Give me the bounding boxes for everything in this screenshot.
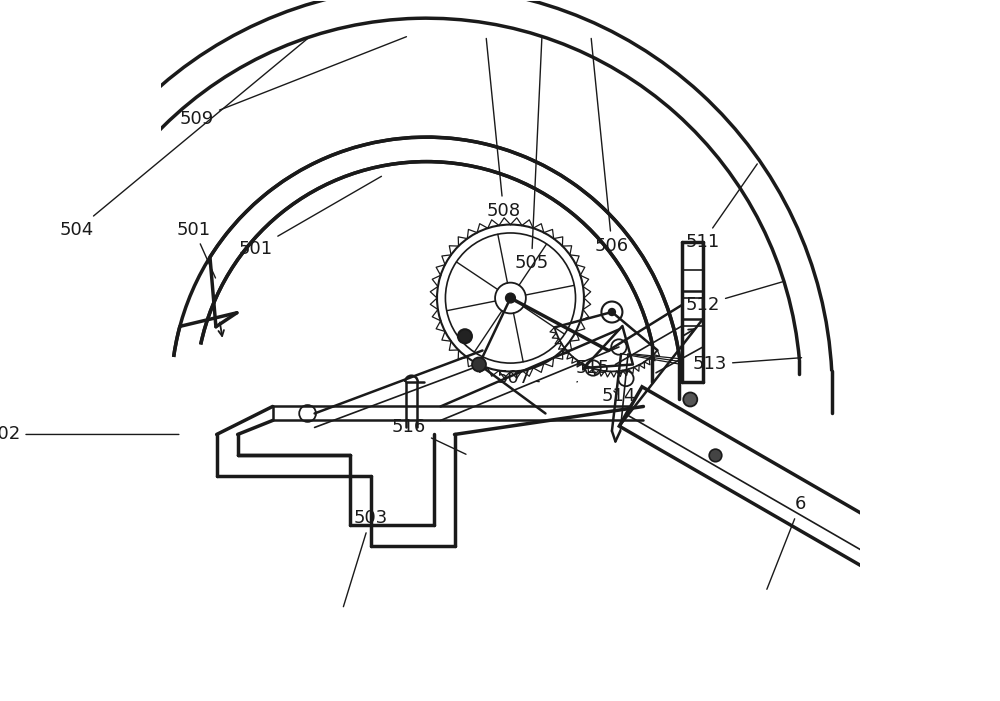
Text: 503: 503 [343,510,388,606]
Text: 515: 515 [576,359,610,382]
Circle shape [683,393,697,407]
Text: 501: 501 [177,221,216,278]
Text: 512: 512 [686,281,784,314]
Text: 513: 513 [693,355,802,374]
Text: 505: 505 [514,39,549,272]
Text: 501: 501 [239,177,381,258]
Text: 504: 504 [60,37,309,238]
Text: 506: 506 [591,39,629,254]
Text: 508: 508 [486,39,521,219]
Circle shape [608,308,615,315]
Circle shape [506,293,515,303]
Text: 502: 502 [0,426,179,444]
Circle shape [709,449,722,462]
Text: 514: 514 [602,387,636,405]
Text: 507: 507 [497,369,539,388]
Text: 509: 509 [180,36,406,128]
Circle shape [458,329,472,343]
Text: 511: 511 [686,164,757,251]
Circle shape [472,358,486,372]
Text: 6: 6 [767,496,806,590]
Text: 516: 516 [392,418,466,454]
